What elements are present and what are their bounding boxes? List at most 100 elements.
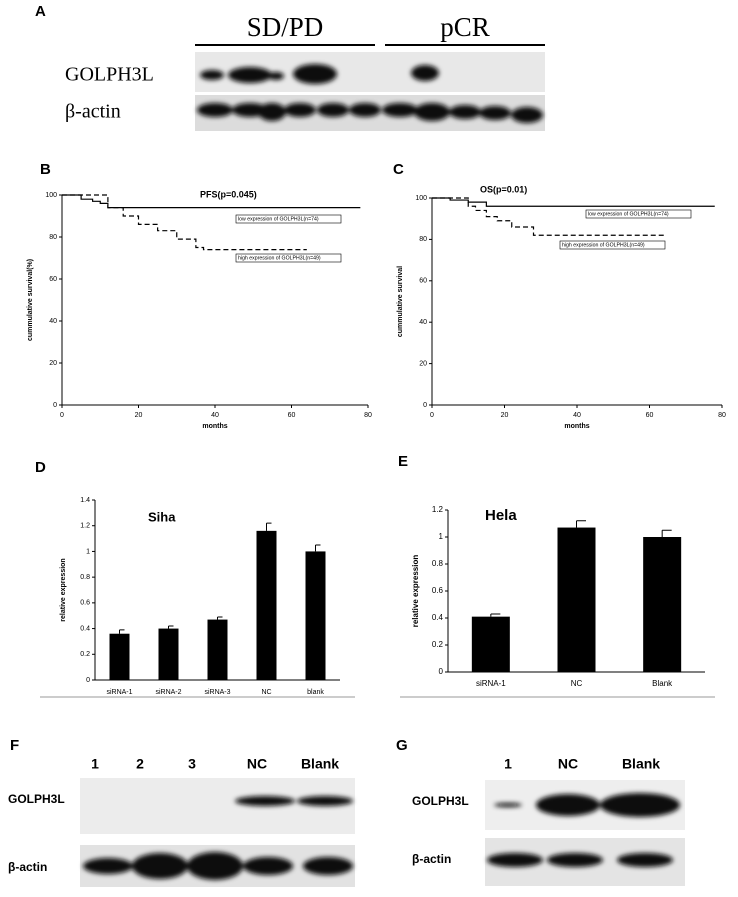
bar [557,527,596,672]
bar [207,619,228,680]
chart-title: OS(p=0.01) [480,184,527,194]
bar [109,633,130,680]
y-tick-label: 0.4 [432,613,444,622]
legend-box [235,253,342,263]
lane-label: NC [558,756,578,772]
row-label: GOLPH3L [8,792,65,806]
lane-label: 3 [188,756,196,772]
x-tick-label: siRNA-1 [106,689,132,696]
survival-line [432,197,715,207]
y-tick-label: 0.6 [80,600,90,607]
y-tick-label: 40 [49,318,57,325]
x-tick-label: 60 [646,412,654,419]
bar [643,537,682,672]
x-tick-label: NC [261,689,271,696]
x-tick-label: 80 [364,412,372,419]
y-tick-label: 0 [423,402,427,409]
y-tick-label: 40 [419,319,427,326]
y-tick-label: 0.8 [432,559,444,568]
x-tick-label: 20 [501,412,509,419]
error-bar [315,544,321,552]
y-tick-label: 100 [415,195,427,202]
x-tick-label: 60 [288,412,296,419]
survival-line [62,194,307,251]
lane-label: 1 [91,756,99,772]
x-tick-label: 80 [718,412,726,419]
panel-label: B [40,161,51,178]
chart-title: Siha [148,509,176,524]
legend-entry: high expression of GOLPH3L(n=49) [562,242,645,248]
group-label: SD/PD [247,12,324,42]
x-tick-label: 0 [430,412,434,419]
blot [485,780,685,886]
panel-label: F [10,737,19,754]
lane-label: Blank [622,756,660,772]
y-tick-label: 20 [49,360,57,367]
row-label: β-actin [8,860,47,874]
chart-title: Hela [485,507,517,524]
y-tick-label: 0 [439,667,444,676]
bar [158,628,179,680]
row-label: β-actin [412,852,451,866]
x-tick-label: 20 [135,412,143,419]
blot [80,778,355,887]
y-tick-label: 0.4 [80,625,90,632]
lane-label: NC [247,756,267,772]
legend-entry: low expression of GOLPH3L(n=74) [588,211,669,217]
lane-label: 1 [504,756,512,772]
x-axis-label: months [202,423,227,430]
bar [471,616,510,672]
y-tick-label: 1.4 [80,497,90,504]
row-label: GOLPH3L [65,64,154,86]
x-tick-label: siRNA-2 [155,689,181,696]
x-tick-label: siRNA-1 [476,679,506,688]
legend-entry: low expression of GOLPH3L(n=74) [238,216,319,222]
y-axis-label: cummulative survival [397,266,404,337]
y-tick-label: 1.2 [432,505,444,514]
panel-label: C [393,161,404,178]
error-bar [266,522,272,531]
y-axis-label: relative expression [411,555,420,628]
row-label: β-actin [65,101,121,123]
bar [305,551,326,680]
y-axis-label: cummulative survival(%) [27,259,34,341]
legend-box [585,209,692,219]
chart-title: PFS(p=0.045) [200,189,257,199]
error-bar [576,520,586,528]
y-tick-label: 100 [45,192,57,199]
y-tick-label: 0.2 [80,651,90,658]
panel-label: E [398,453,408,470]
error-bar [119,629,125,634]
x-axis-label: months [564,423,589,430]
y-tick-label: 0 [86,677,90,684]
panel-label: A [35,3,46,20]
error-bar [168,625,174,629]
x-tick-label: 40 [573,412,581,419]
panel-label: D [35,459,46,476]
error-bar [490,613,501,617]
row-label: GOLPH3L [412,794,469,808]
y-tick-label: 1 [86,548,90,555]
error-bar [217,616,223,620]
y-tick-label: 60 [49,276,57,283]
group-label: pCR [440,12,490,42]
y-tick-label: 0.2 [432,640,444,649]
y-tick-label: 1 [439,532,444,541]
x-tick-label: Blank [652,679,673,688]
lane-label: Blank [301,756,339,772]
legend-box [559,240,666,250]
y-tick-label: 80 [49,234,57,241]
legend-entry: high expression of GOLPH3L(n=49) [238,255,321,261]
y-tick-label: 0.8 [80,574,90,581]
x-tick-label: siRNA-3 [204,689,230,696]
y-tick-label: 0 [53,402,57,409]
x-tick-label: NC [571,679,583,688]
panel-label: G [396,737,408,754]
legend-box [235,214,342,224]
bar [256,530,277,680]
y-tick-label: 1.2 [80,523,90,530]
y-tick-label: 20 [419,360,427,367]
x-tick-label: blank [307,689,324,696]
y-tick-label: 60 [419,278,427,285]
